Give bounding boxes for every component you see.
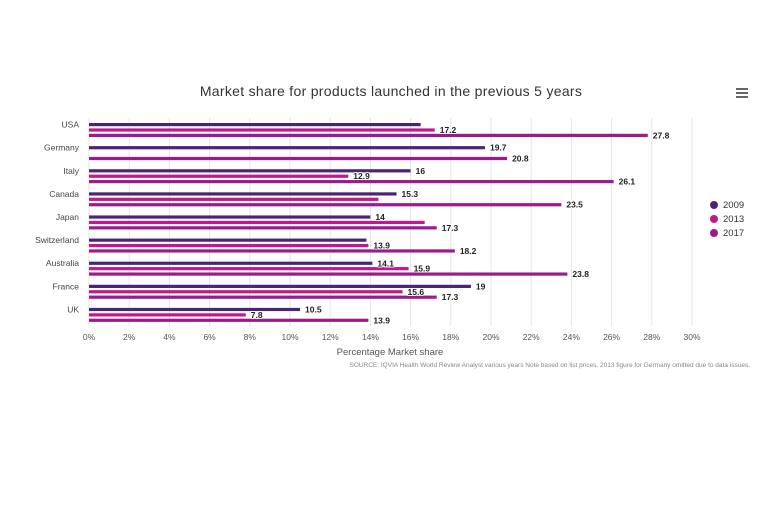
data-label: 26.1: [619, 177, 636, 187]
bar-2009: [89, 169, 411, 173]
bar-2009: [89, 123, 421, 127]
category-label: Germany: [44, 143, 80, 153]
data-label: 12.9: [353, 171, 370, 181]
legend: 2009 2013 2017: [710, 200, 744, 239]
data-label: 15.9: [414, 264, 431, 274]
hamburger-menu-icon[interactable]: [736, 88, 748, 98]
bar-2013: [89, 197, 379, 201]
data-label: 13.9: [373, 241, 390, 251]
data-label: 20.8: [512, 154, 529, 164]
data-label: 17.2: [440, 125, 457, 135]
bar-2009: [89, 238, 367, 242]
data-label: 17.3: [442, 292, 459, 302]
data-label: 23.5: [566, 200, 583, 210]
x-tick-label: 2%: [123, 332, 136, 342]
x-tick-label: 18%: [442, 332, 459, 342]
category-label: Italy: [63, 166, 79, 176]
bar-2017: [89, 156, 508, 161]
legend-label: 2009: [723, 200, 744, 211]
bar-2017: [89, 249, 455, 253]
legend-item-2009[interactable]: 2009: [710, 200, 744, 211]
data-label: 14: [375, 212, 385, 222]
x-tick-label: 8%: [244, 332, 257, 342]
bar-2013: [89, 243, 369, 248]
x-tick-label: 24%: [563, 332, 580, 342]
bar-2017: [89, 203, 562, 207]
legend-item-2017[interactable]: 2017: [710, 228, 744, 239]
x-tick-label: 30%: [683, 332, 700, 342]
bar-2013: [89, 313, 246, 317]
bar-2017: [89, 295, 437, 299]
x-tick-label: 4%: [163, 332, 176, 342]
data-label: 10.5: [305, 304, 322, 314]
category-label: Australia: [46, 258, 79, 268]
bar-2017: [89, 226, 437, 230]
bar-2009: [89, 146, 485, 150]
data-label: 14.1: [377, 258, 394, 268]
legend-marker: [710, 215, 718, 223]
data-label: 18.2: [460, 246, 477, 256]
legend-marker: [710, 201, 718, 209]
category-label: Canada: [49, 189, 79, 199]
data-label: 16: [416, 166, 426, 176]
bar-2009: [89, 215, 371, 219]
legend-marker: [710, 229, 718, 237]
bar-2009: [89, 284, 471, 288]
data-label: 15.6: [408, 287, 425, 297]
bar-2009: [89, 192, 397, 196]
x-tick-label: 14%: [362, 332, 379, 342]
bar-2017: [89, 180, 614, 184]
bar-2017: [89, 318, 369, 322]
x-tick-label: 12%: [322, 332, 339, 342]
legend-label: 2013: [723, 214, 744, 225]
bar-2009: [89, 307, 301, 312]
bar-2013: [89, 267, 409, 271]
bar-2017: [89, 272, 568, 276]
menu-button[interactable]: [736, 88, 748, 98]
category-label: USA: [62, 120, 80, 130]
data-label: 7.8: [251, 310, 263, 320]
x-tick-label: 10%: [281, 332, 298, 342]
category-label: France: [53, 281, 80, 291]
x-tick-label: 0%: [83, 332, 96, 342]
x-tick-label: 16%: [402, 332, 419, 342]
data-label: 27.8: [653, 130, 670, 140]
data-label: 23.8: [572, 269, 589, 279]
data-label: 17.3: [442, 223, 459, 233]
x-tick-label: 6%: [203, 332, 216, 342]
bars-group: [89, 123, 648, 322]
x-tick-label: 20%: [482, 332, 499, 342]
chart-title: Market share for products launched in th…: [200, 83, 582, 99]
legend-item-2013[interactable]: 2013: [710, 214, 744, 225]
category-label: Japan: [56, 212, 79, 222]
bar-2009: [89, 261, 373, 265]
bar-2013: [89, 290, 403, 294]
x-tick-label: 22%: [523, 332, 540, 342]
category-label: Switzerland: [35, 235, 79, 245]
data-label: 19: [476, 281, 486, 291]
category-labels: USA Germany Italy Canada Japan Switzerland Aus…: [35, 120, 80, 315]
bar-2013: [89, 128, 435, 132]
bar-2013: [89, 174, 349, 178]
x-tick-label: 26%: [603, 332, 620, 342]
bar-2017: [89, 133, 648, 137]
x-axis-title: Percentage Market share: [337, 347, 444, 358]
data-label: 15.3: [402, 189, 419, 199]
source-note: SOURCE: IQVIA Health World Review Analys…: [349, 362, 750, 369]
data-label: 13.9: [373, 315, 390, 325]
category-label: UK: [67, 304, 79, 314]
x-axis-ticks: 0% 2% 4% 6% 8% 10% 12% 14% 16% 18% 20% 22% 24% 26% 28%…: [83, 332, 701, 342]
legend-label: 2017: [723, 228, 744, 239]
data-labels: 17.2 27.8 19.7 20.8 16 12.9 26.1 15.3 23.5 14 17.3…: [250, 124, 671, 326]
data-label: 19.7: [490, 143, 507, 153]
bar-2013: [89, 220, 425, 225]
x-tick-label: 28%: [643, 332, 660, 342]
